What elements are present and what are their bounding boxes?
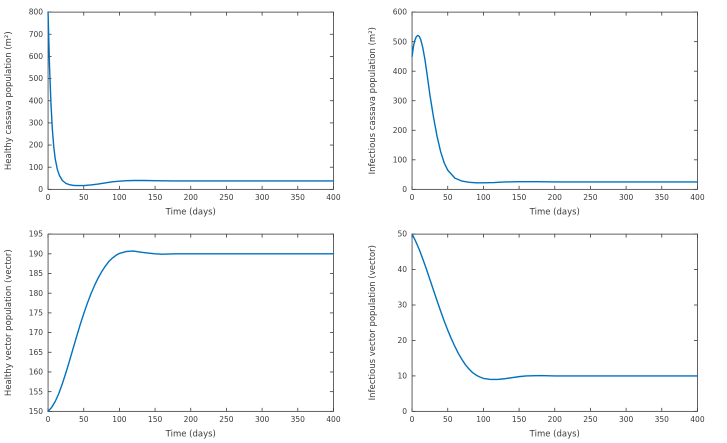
x-axis-label: Time (days) (528, 207, 579, 217)
y-axis-label: Healthy vector population (vector) (4, 249, 14, 396)
y-tick-label: 40 (397, 265, 407, 274)
x-tick-label: 300 (618, 414, 633, 423)
y-tick-label: 600 (29, 52, 44, 61)
x-tick-label: 150 (511, 193, 526, 202)
x-tick-label: 250 (219, 414, 234, 423)
chart-infectious-cassava: 0 50 100 150 200 250 300 350 400 0 100 200 300 400 500… (364, 0, 727, 222)
x-tick-label: 100 (112, 414, 127, 423)
x-tick-label: 300 (255, 414, 270, 423)
series-line-healthy-vector (47, 249, 335, 412)
y-tick-label: 300 (392, 96, 407, 105)
x-tick-label: 300 (618, 193, 633, 202)
series-line-infectious-vector (410, 232, 698, 380)
x-tick-label: 250 (583, 414, 598, 423)
y-tick-label: 100 (29, 163, 44, 172)
x-tick-label: 50 (442, 414, 452, 423)
y-tick-label: 200 (392, 126, 407, 135)
x-tick-label: 100 (112, 193, 127, 202)
x-tick-label: 0 (409, 193, 414, 202)
x-tick-label: 50 (79, 414, 89, 423)
y-tick-label: 800 (29, 8, 44, 17)
y-tick-label: 600 (392, 8, 407, 17)
y-tick-label: 155 (29, 387, 44, 396)
chart-healthy-cassava: 0 50 100 150 200 250 300 350 400 0 100 200 300 400 500… (0, 0, 364, 222)
y-tick-label: 0 (402, 406, 407, 415)
x-tick-label: 400 (326, 414, 341, 423)
x-tick-label: 250 (219, 193, 234, 202)
y-tick-label: 30 (397, 300, 407, 309)
series-line-infectious-cassava (410, 34, 698, 184)
axes-box (411, 11, 698, 190)
axes-box (411, 233, 698, 412)
y-tick-label: 170 (29, 328, 44, 337)
chart-infectious-cassava-plot: 0 50 100 150 200 250 300 350 400 0 100 200 300 400 500… (368, 8, 705, 218)
chart-infectious-vector: 0 50 100 150 200 250 300 350 400 0 10 20 30 40 50 Time … (364, 222, 727, 443)
x-tick-label: 350 (654, 414, 669, 423)
x-tick-label: 400 (690, 193, 705, 202)
x-tick-label: 250 (583, 193, 598, 202)
x-axis-label: Time (days) (165, 429, 216, 439)
y-tick-label: 100 (392, 155, 407, 164)
x-tick-label: 100 (476, 193, 491, 202)
y-tick-label: 500 (392, 37, 407, 46)
x-tick-label: 50 (79, 193, 89, 202)
chart-healthy-vector-plot: 0 50 100 150 200 250 300 350 400 150 155 160 165 170 1… (4, 229, 341, 439)
y-tick-label: 400 (29, 96, 44, 105)
x-tick-label: 200 (184, 414, 199, 423)
chart-healthy-vector: 0 50 100 150 200 250 300 350 400 150 155 160 165 170 1… (0, 222, 364, 443)
y-tick-label: 160 (29, 367, 44, 376)
x-tick-label: 350 (291, 414, 306, 423)
x-tick-label: 150 (148, 193, 163, 202)
y-tick-label: 0 (402, 185, 407, 194)
x-tick-label: 200 (547, 414, 562, 423)
y-tick-label: 175 (29, 308, 44, 317)
axes-box (47, 11, 334, 190)
y-tick-label: 400 (392, 67, 407, 76)
axes-box (47, 233, 334, 412)
x-axis-label: Time (days) (528, 429, 579, 439)
y-tick-label: 500 (29, 74, 44, 83)
chart-healthy-cassava-plot: 0 50 100 150 200 250 300 350 400 0 100 200 300 400 500… (4, 8, 341, 218)
x-tick-label: 350 (291, 193, 306, 202)
x-tick-label: 300 (255, 193, 270, 202)
x-tick-label: 150 (511, 414, 526, 423)
y-axis-label: Infectious cassava population (m²) (368, 27, 378, 174)
x-tick-label: 50 (442, 193, 452, 202)
x-tick-label: 150 (148, 414, 163, 423)
y-tick-label: 185 (29, 269, 44, 278)
y-tick-label: 190 (29, 249, 44, 258)
y-tick-label: 300 (29, 118, 44, 127)
x-tick-label: 0 (46, 193, 51, 202)
x-tick-label: 400 (690, 414, 705, 423)
series-line-healthy-cassava (47, 11, 335, 187)
x-tick-label: 100 (476, 414, 491, 423)
y-tick-label: 165 (29, 347, 44, 356)
x-axis-label: Time (days) (165, 207, 216, 217)
y-tick-label: 10 (397, 371, 407, 380)
chart-infectious-vector-plot: 0 50 100 150 200 250 300 350 400 0 10 20 30 40 50 Time … (368, 229, 705, 439)
y-tick-label: 50 (397, 229, 407, 238)
y-tick-label: 200 (29, 141, 44, 150)
y-tick-label: 150 (29, 406, 44, 415)
x-tick-label: 200 (184, 193, 199, 202)
y-axis-label: Infectious vector population (vector) (368, 245, 378, 400)
x-tick-label: 400 (326, 193, 341, 202)
y-tick-label: 0 (38, 185, 43, 194)
x-tick-label: 200 (547, 193, 562, 202)
y-axis-label: Healthy cassava population (m²) (4, 31, 14, 170)
y-tick-label: 700 (29, 30, 44, 39)
x-tick-label: 0 (46, 414, 51, 423)
x-tick-label: 0 (409, 414, 414, 423)
y-tick-label: 195 (29, 229, 44, 238)
y-tick-label: 180 (29, 288, 44, 297)
x-tick-label: 350 (654, 193, 669, 202)
y-tick-label: 20 (397, 336, 407, 345)
